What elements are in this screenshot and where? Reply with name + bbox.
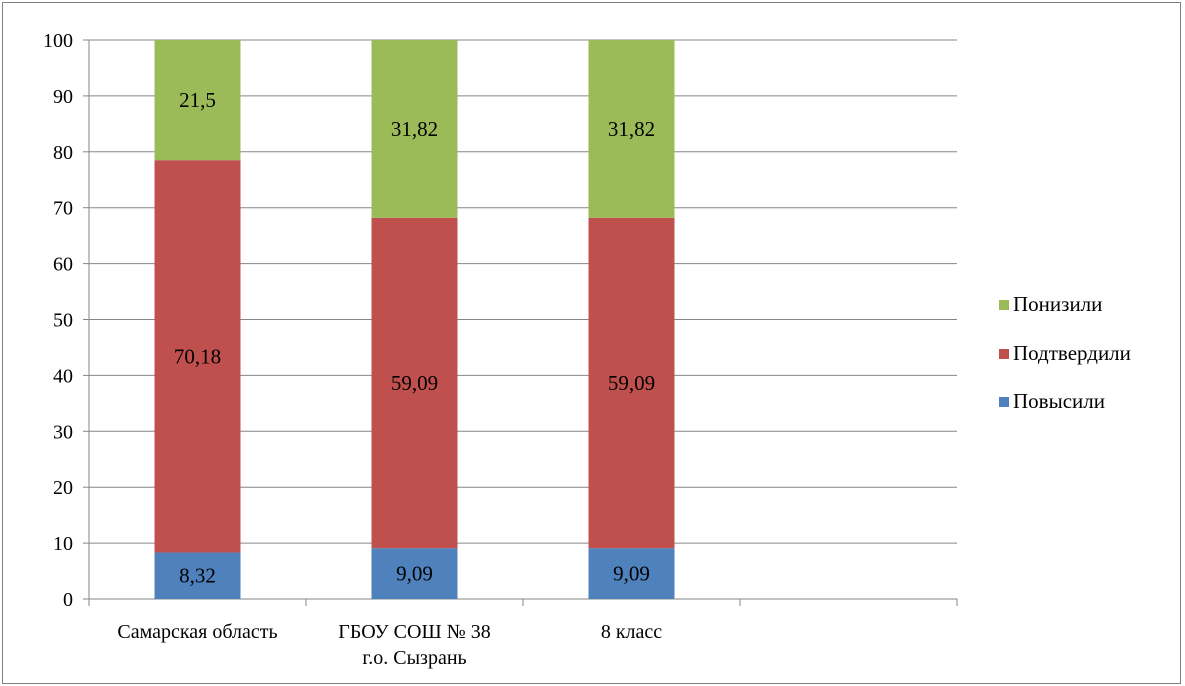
data-label: 31,82 — [391, 117, 438, 141]
legend-swatch — [999, 300, 1009, 310]
data-label: 59,09 — [391, 371, 438, 395]
y-tick-label: 30 — [53, 421, 73, 443]
data-label: 9,09 — [396, 562, 433, 586]
legend-label: Подтвердили — [1013, 341, 1131, 365]
x-category-label: г.о. Сызрань — [362, 647, 466, 669]
bar-segment — [371, 548, 458, 599]
y-tick-label: 40 — [53, 365, 73, 387]
x-category-label: ГБОУ СОШ № 38 — [338, 621, 490, 643]
data-label: 70,18 — [174, 344, 221, 368]
bar-segment — [371, 217, 458, 549]
bar-segment — [588, 548, 675, 599]
legend-label: Повысили — [1013, 389, 1105, 413]
y-tick-label: 100 — [43, 30, 73, 52]
bar-segment — [154, 40, 241, 161]
y-tick-label: 10 — [53, 533, 73, 555]
bar-segment — [154, 160, 241, 553]
y-tick-label: 80 — [53, 142, 73, 164]
legend-swatch — [999, 397, 1009, 407]
x-category-label: Самарская область — [117, 621, 277, 643]
data-label: 9,09 — [613, 562, 650, 586]
y-tick-label: 50 — [53, 310, 73, 332]
bar-segment — [154, 552, 241, 599]
data-label: 31,82 — [608, 117, 655, 141]
bar-segment — [588, 40, 675, 218]
y-tick-label: 0 — [63, 589, 73, 611]
y-tick-label: 70 — [53, 198, 73, 220]
bar-segment — [371, 40, 458, 218]
legend-label: Понизили — [1013, 292, 1102, 316]
y-tick-label: 60 — [53, 254, 73, 276]
y-tick-label: 90 — [53, 86, 73, 108]
data-label: 21,5 — [179, 88, 216, 112]
bar-segment — [588, 217, 675, 549]
data-label: 59,09 — [608, 371, 655, 395]
y-tick-label: 20 — [53, 477, 73, 499]
x-category-label: 8 класс — [601, 621, 662, 643]
data-label: 8,32 — [179, 564, 216, 588]
legend-swatch — [999, 349, 1009, 359]
